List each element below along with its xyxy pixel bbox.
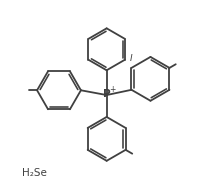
Text: H₂Se: H₂Se [22, 168, 47, 178]
Text: +: + [109, 85, 116, 94]
Text: P: P [103, 89, 110, 99]
Text: I: I [130, 54, 133, 63]
